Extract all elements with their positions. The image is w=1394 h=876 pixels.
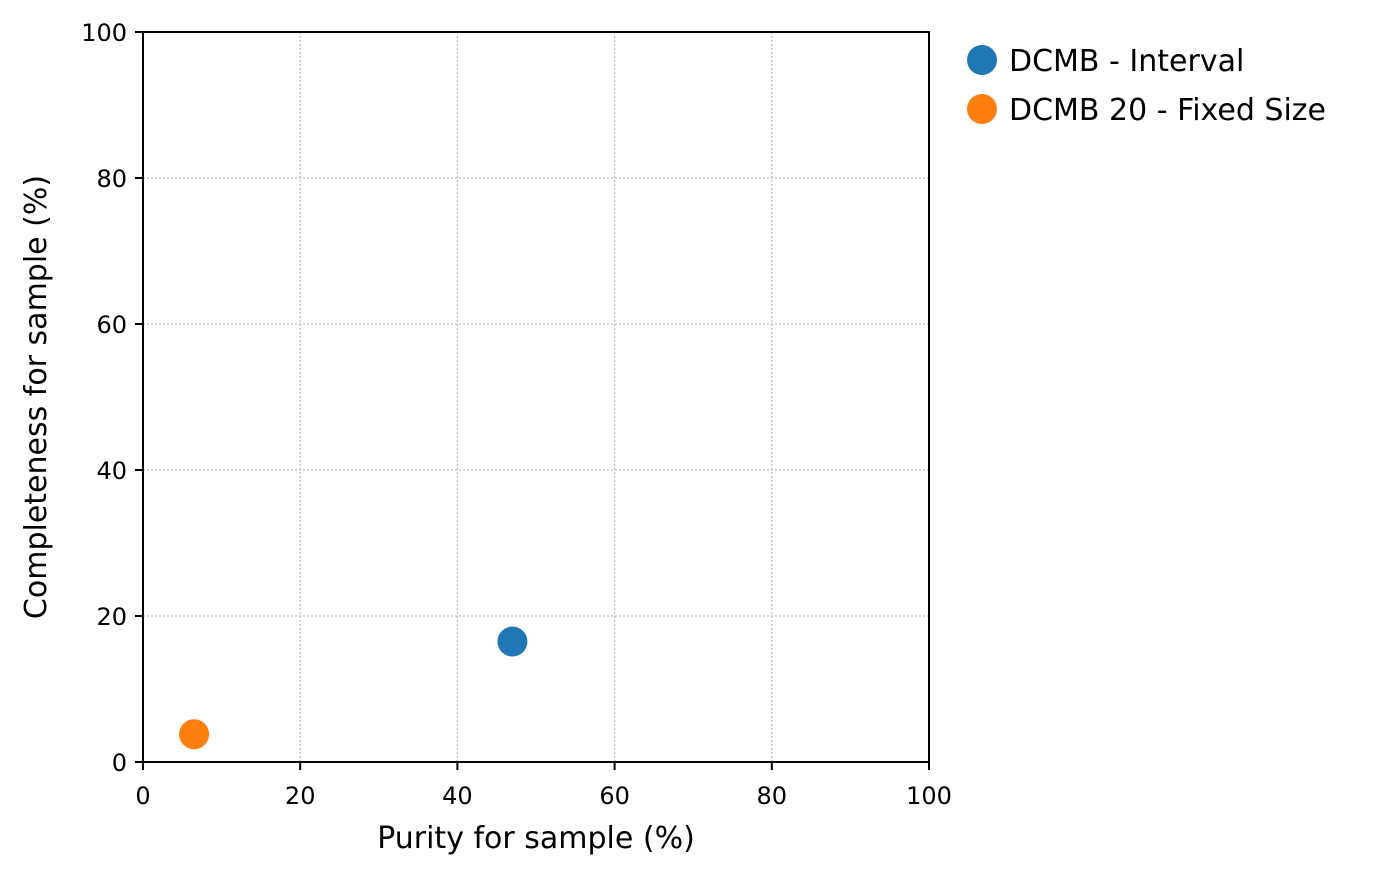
legend-marker-series-2 xyxy=(967,94,997,124)
x-tick-label: 40 xyxy=(442,782,473,810)
y-tick-label: 40 xyxy=(96,457,127,485)
x-tick-label: 0 xyxy=(135,782,150,810)
x-tick-label: 60 xyxy=(599,782,630,810)
y-tick-label: 60 xyxy=(96,311,127,339)
legend-label-series-1: DCMB - Interval xyxy=(1009,44,1244,79)
y-tick-label: 100 xyxy=(81,19,127,47)
data-point-series-2 xyxy=(179,719,210,750)
legend-label-series-2: DCMB 20 - Fixed Size xyxy=(1009,93,1326,128)
y-tick-label: 0 xyxy=(112,749,127,777)
legend-marker-series-1 xyxy=(967,45,997,75)
x-tick-label: 80 xyxy=(757,782,788,810)
y-axis-label: Completeness for sample (%) xyxy=(19,175,54,619)
data-points xyxy=(179,626,528,750)
data-point-series-1 xyxy=(497,626,528,657)
x-tick-label: 20 xyxy=(285,782,316,810)
y-tick-label: 20 xyxy=(96,603,127,631)
legend: DCMB - Interval DCMB 20 - Fixed Size xyxy=(967,44,1326,128)
x-tick-label: 100 xyxy=(906,782,952,810)
x-axis-label: Purity for sample (%) xyxy=(377,821,695,856)
y-tick-label: 80 xyxy=(96,165,127,193)
grid-lines xyxy=(143,32,929,762)
axis-ticks: 0 20 40 60 80 100 0 20 40 60 80 100 xyxy=(81,19,952,810)
plot-area-frame xyxy=(142,31,930,763)
